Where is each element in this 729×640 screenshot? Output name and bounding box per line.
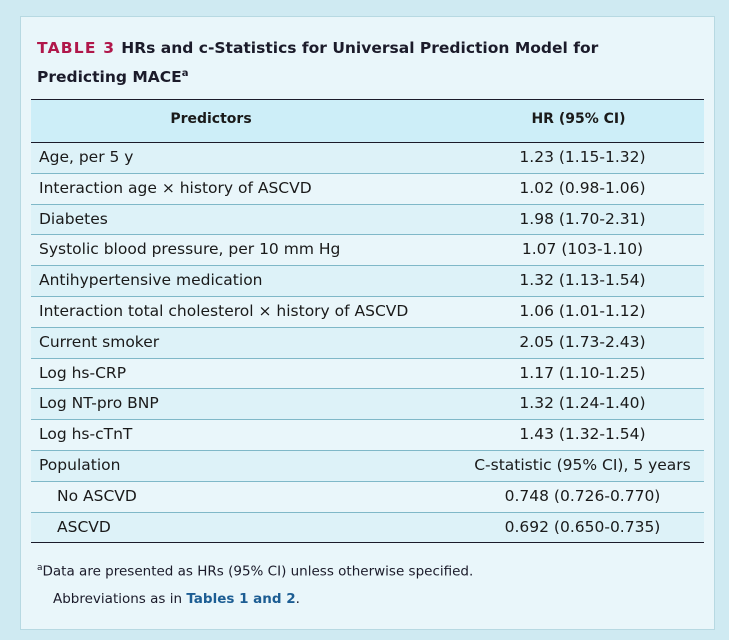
table-row: Log hs-CRP 1.17 (1.10-1.25) (31, 359, 704, 390)
table-row: Log hs-cTnT 1.43 (1.32-1.54) (31, 420, 704, 451)
row-label: ASCVD (57, 517, 111, 536)
row-value: 1.23 (1.15-1.32) (519, 148, 646, 166)
row-value: 1.06 (1.01-1.12) (519, 301, 646, 320)
row-label: Diabetes (39, 209, 108, 228)
abbrev-prefix: Abbreviations as in (53, 590, 187, 607)
table-number: TABLE 3 (37, 39, 116, 57)
table-header-row: Predictors HR (95% CI) (31, 99, 704, 143)
footnote-a: aData are presented as HRs (95% CI) unle… (37, 555, 697, 586)
row-label: Log NT-pro BNP (39, 394, 159, 413)
row-label: Interaction total cholesterol × history … (39, 301, 409, 320)
row-label: No ASCVD (57, 486, 137, 505)
table-body: Age, per 5 y 1.23 (1.15-1.32) Interactio… (31, 143, 704, 544)
table-row: Antihypertensive medication 1.32 (1.13-1… (31, 266, 704, 297)
row-label: Systolic blood pressure, per 10 mm Hg (39, 240, 341, 259)
row-value: C-statistic (95% CI), 5 years (474, 455, 691, 474)
table-panel: TABLE 3 HRs and c-Statistics for Universa… (20, 16, 715, 630)
row-value: 1.32 (1.24-1.40) (519, 394, 646, 413)
row-value: 1.07 (103-1.10) (521, 240, 644, 259)
table-row: Diabetes 1.98 (1.70-2.31) (31, 204, 704, 236)
row-value: 1.32 (1.13-1.54) (519, 271, 646, 290)
table-title-text: HRs and c-Statistics for Universal Predi… (37, 39, 599, 87)
row-label: Age, per 5 y (39, 148, 134, 166)
table-row: Interaction total cholesterol × history … (31, 297, 704, 328)
row-value: 0.748 (0.726-0.770) (504, 486, 661, 505)
row-label: Antihypertensive medication (39, 271, 263, 290)
header-predictors: Predictors (170, 111, 252, 127)
row-value: 1.02 (0.98-1.06) (519, 178, 646, 197)
table-row: Current smoker 2.05 (1.73-2.43) (31, 327, 704, 359)
table-title: TABLE 3 HRs and c-Statistics for Universa… (37, 35, 677, 90)
row-value: 2.05 (1.73-2.43) (519, 332, 646, 351)
table-row: Log NT-pro BNP 1.32 (1.24-1.40) (31, 389, 704, 421)
table-row: No ASCVD 0.748 (0.726-0.770) (31, 482, 704, 513)
header-hr: HR (95% CI) (531, 111, 626, 127)
abbreviations-note: Abbreviations as in Tables 1 and 2. (37, 586, 697, 613)
table-row: ASCVD 0.692 (0.650-0.735) (31, 512, 704, 544)
footnote-marker: a (37, 563, 43, 573)
row-label: Current smoker (39, 332, 160, 351)
row-value: 1.17 (1.10-1.25) (519, 363, 646, 382)
footnote-text: Data are presented as HRs (95% CI) unles… (42, 563, 474, 580)
tables-link[interactable]: Tables 1 and 2 (186, 590, 296, 607)
row-label: Log hs-cTnT (39, 425, 133, 444)
row-label: Population (39, 455, 121, 474)
table-footnotes: aData are presented as HRs (95% CI) unle… (37, 555, 697, 613)
table-row: Interaction age × history of ASCVD 1.02 … (31, 174, 704, 205)
table-row-population: Population C-statistic (95% CI), 5 years (31, 450, 704, 482)
row-label: Interaction age × history of ASCVD (39, 178, 312, 197)
abbrev-suffix: . (295, 590, 300, 607)
row-value: 1.43 (1.32-1.54) (519, 425, 646, 444)
table-row: Systolic blood pressure, per 10 mm Hg 1.… (31, 235, 704, 267)
row-label: Log hs-CRP (39, 363, 127, 382)
row-value: 0.692 (0.650-0.735) (504, 517, 661, 536)
row-value: 1.98 (1.70-2.31) (519, 209, 646, 228)
title-footnote-marker: a (181, 68, 189, 79)
table-row: Age, per 5 y 1.23 (1.15-1.32) (31, 143, 704, 174)
